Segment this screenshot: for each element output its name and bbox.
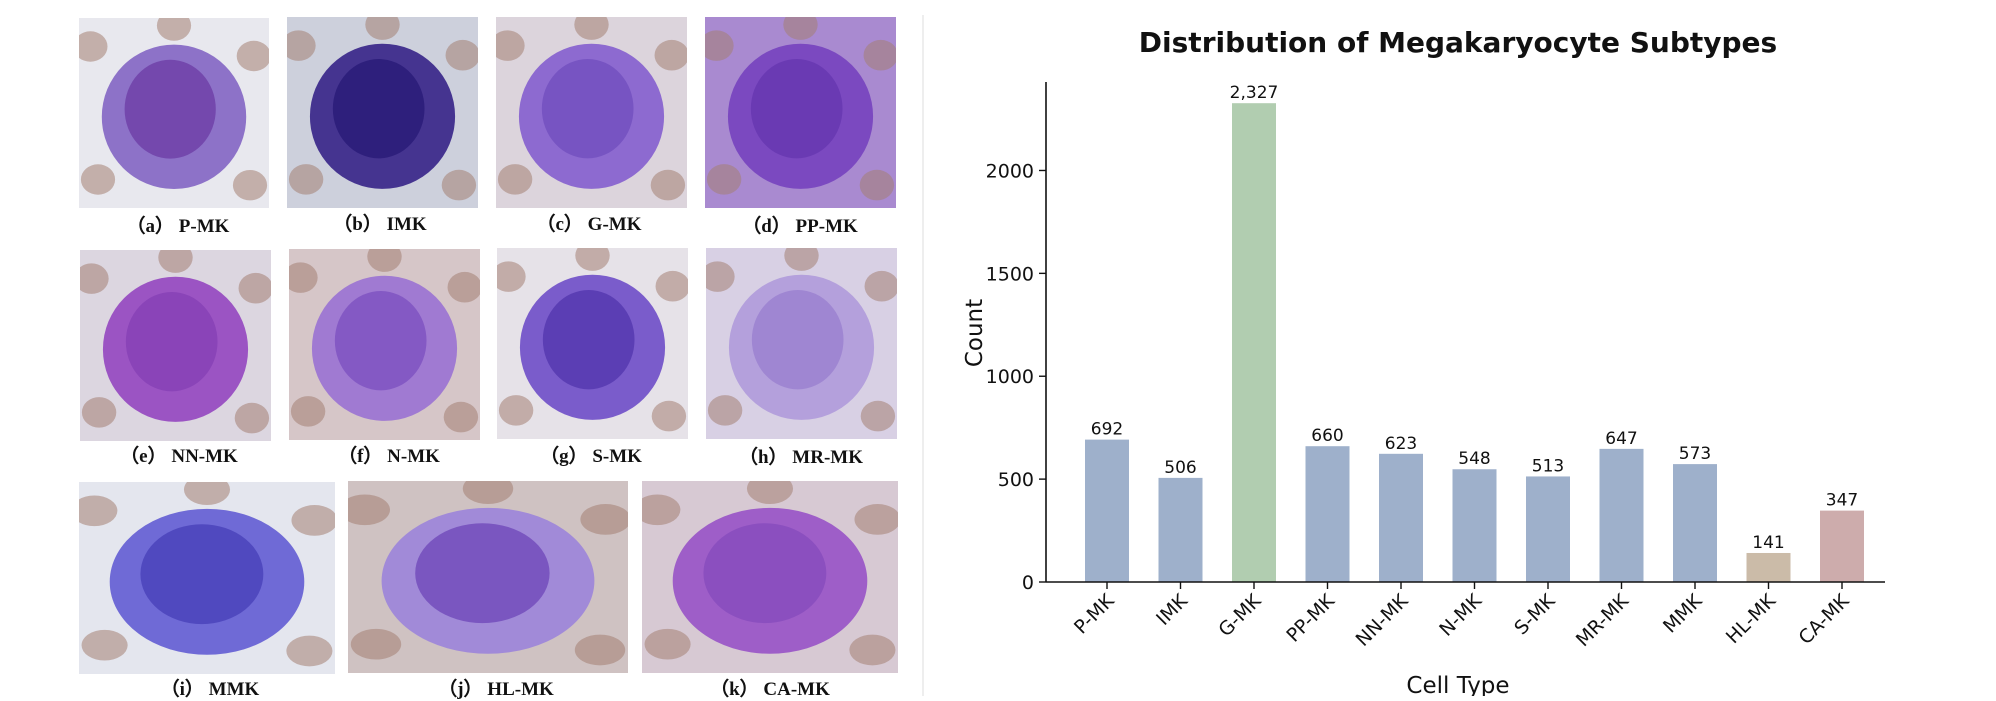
x-axis-title: Cell Type	[1406, 673, 1509, 696]
bar-g-mk	[1232, 103, 1276, 582]
bar-mr-mk	[1599, 448, 1644, 582]
caption-d: （d） PP-MK	[742, 216, 858, 237]
caption-g: （g） S-MK	[540, 446, 642, 467]
value-label-mmk: 573	[1679, 444, 1711, 464]
micrograph-e	[80, 250, 271, 441]
x-tick-label-nn-mk: NN-MK	[1352, 590, 1413, 651]
bar-nn-mk	[1379, 453, 1423, 582]
micrograph-b	[287, 17, 478, 208]
bar-mmk	[1673, 464, 1717, 582]
y-axis-title: Count	[962, 299, 988, 367]
bar-chart: Distribution of Megakaryocyte Subtypes 0…	[962, 26, 1885, 696]
value-label-mr-mk: 647	[1605, 429, 1637, 449]
micrograph-a	[79, 18, 269, 208]
micrograph-j	[348, 481, 628, 673]
x-tick-label-p-mk: P-MK	[1070, 590, 1119, 639]
x-tick-label-g-mk: G-MK	[1214, 590, 1266, 642]
value-label-ca-mk: 347	[1826, 491, 1858, 511]
value-label-pp-mk: 660	[1311, 426, 1343, 446]
micrograph-panel: （a） P-MK （b） IMK （c） G-MK （d） PP-MK （e） NN-M…	[0, 0, 930, 700]
bar-ca-mk	[1820, 510, 1864, 582]
caption-f: （f） N-MK	[338, 446, 440, 467]
value-label-g-mk: 2,327	[1230, 83, 1279, 103]
y-tick-label: 0	[1022, 572, 1034, 594]
panel-divider	[922, 15, 924, 696]
value-label-p-mk: 692	[1091, 420, 1123, 440]
bar-s-mk	[1526, 476, 1570, 582]
y-tick-label: 1500	[986, 263, 1034, 285]
caption-c: （c） G-MK	[536, 214, 642, 235]
x-tick-label-n-mk: N-MK	[1435, 590, 1486, 641]
x-tick-label-pp-mk: PP-MK	[1282, 590, 1339, 647]
chart-title: Distribution of Megakaryocyte Subtypes	[1139, 26, 1777, 59]
caption-b: （b） IMK	[333, 214, 427, 235]
bar-hl-mk	[1746, 552, 1791, 582]
y-tick-label: 500	[998, 469, 1034, 491]
micrograph-i	[79, 482, 335, 674]
bar-n-mk	[1452, 469, 1497, 582]
value-label-hl-mk: 141	[1752, 533, 1784, 553]
caption-i: （i） MMK	[160, 679, 260, 700]
bar-p-mk	[1085, 439, 1129, 582]
bar-pp-mk	[1305, 446, 1350, 582]
micrograph-c	[496, 17, 687, 208]
micrograph-g	[497, 248, 688, 439]
value-label-n-mk: 548	[1458, 449, 1490, 469]
caption-j: （j） HL-MK	[438, 679, 554, 700]
x-tick-label-s-mk: S-MK	[1510, 590, 1560, 640]
micrograph-d	[705, 17, 896, 208]
x-tick-label-mr-mk: MR-MK	[1572, 590, 1634, 652]
micrograph-k	[642, 481, 898, 673]
value-label-imk: 506	[1164, 458, 1196, 478]
x-tick-label-mmk: MMK	[1659, 590, 1707, 638]
micrograph-f	[289, 249, 480, 440]
x-tick-label-imk: IMK	[1152, 590, 1192, 630]
caption-a: （a） P-MK	[126, 216, 230, 237]
value-label-s-mk: 513	[1532, 456, 1564, 476]
caption-k: （k） CA-MK	[710, 679, 830, 700]
x-tick-label-ca-mk: CA-MK	[1794, 590, 1853, 649]
y-tick-label: 2000	[986, 160, 1034, 182]
x-tick-label-hl-mk: HL-MK	[1722, 590, 1781, 649]
y-tick-label: 1000	[986, 366, 1034, 388]
caption-h: （h） MR-MK	[738, 447, 864, 468]
value-label-nn-mk: 623	[1385, 434, 1417, 454]
caption-e: （e） NN-MK	[120, 446, 238, 467]
micrograph-h	[706, 248, 897, 439]
bar-imk	[1158, 477, 1203, 582]
